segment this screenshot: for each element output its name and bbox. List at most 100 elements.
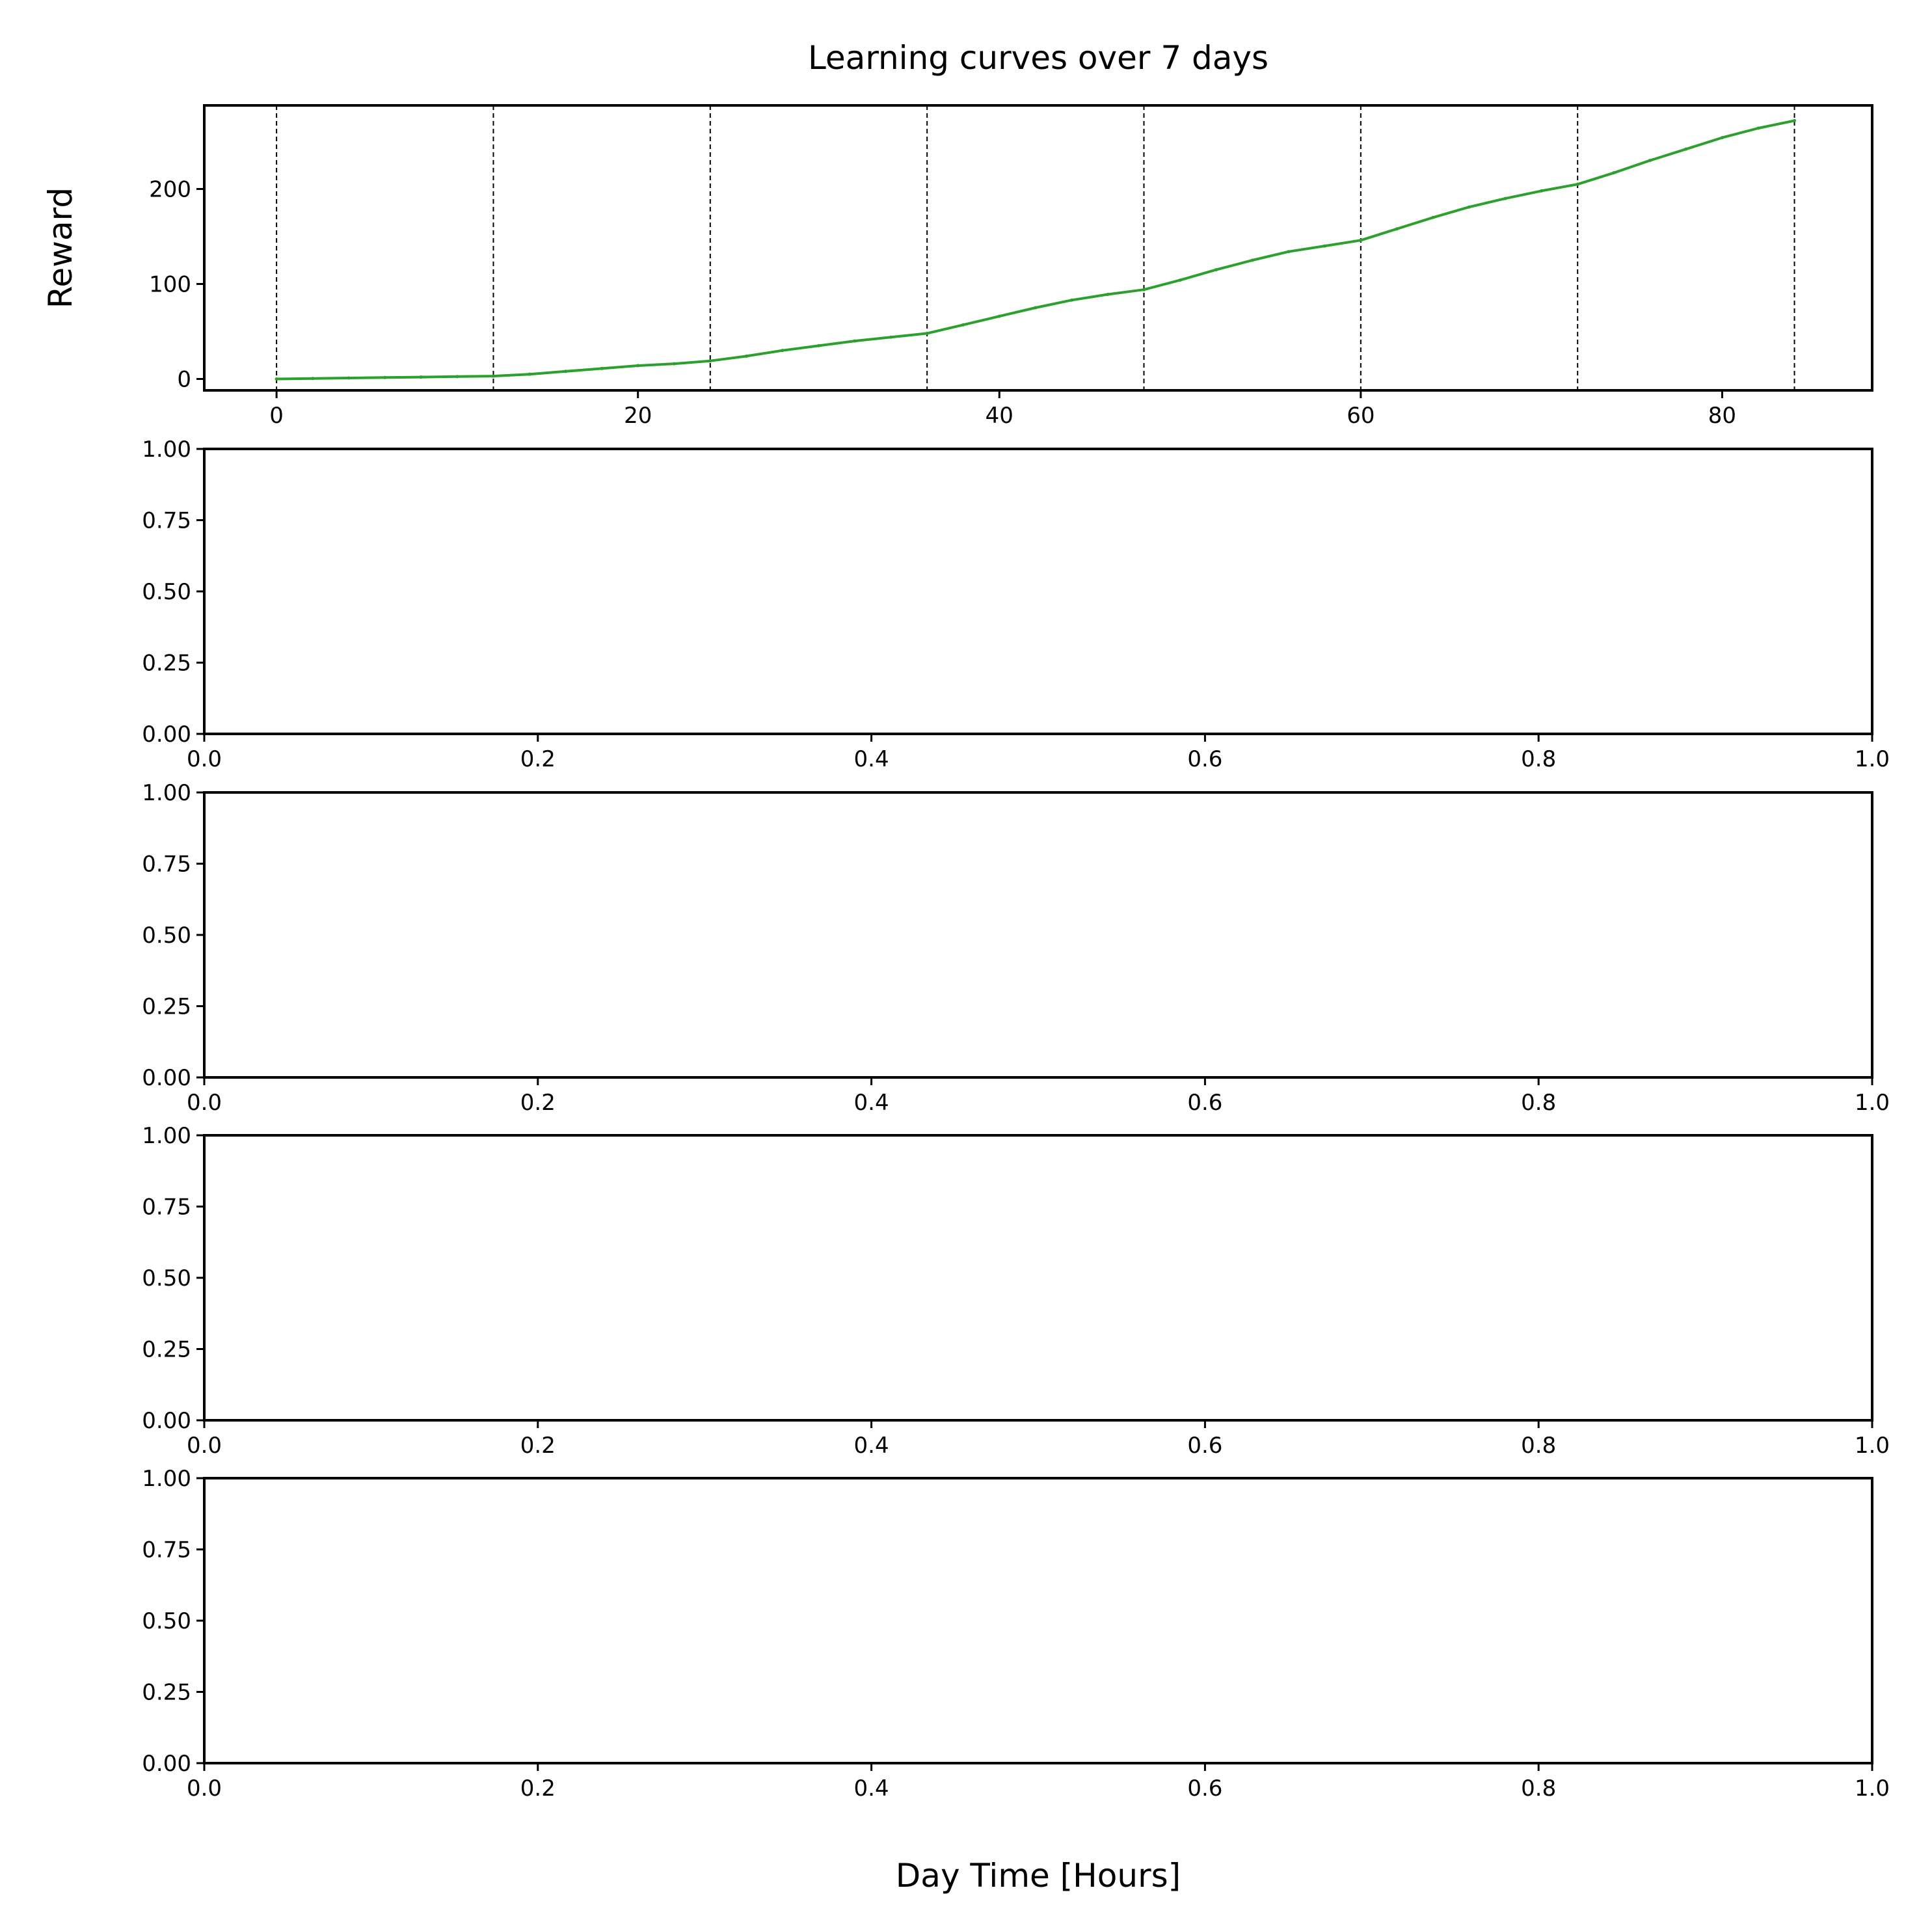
data-point bbox=[889, 335, 893, 339]
x-tick-label: 20 bbox=[624, 403, 652, 429]
x-tick-label: 0.8 bbox=[1521, 1090, 1556, 1116]
data-point bbox=[1069, 298, 1073, 302]
data-point bbox=[1142, 288, 1146, 291]
data-point bbox=[961, 323, 965, 327]
data-point bbox=[1503, 196, 1507, 200]
data-point bbox=[708, 359, 712, 363]
x-tick-label: 0.2 bbox=[520, 746, 556, 772]
x-tick-label: 0.8 bbox=[1521, 746, 1556, 772]
x-tick-label: 0.4 bbox=[854, 1090, 889, 1116]
data-point bbox=[1431, 215, 1435, 219]
data-point bbox=[311, 377, 315, 381]
data-point bbox=[383, 375, 387, 379]
data-point bbox=[1793, 118, 1797, 122]
data-point bbox=[1322, 244, 1326, 248]
data-point bbox=[853, 339, 857, 343]
y-tick-label: 0.50 bbox=[142, 1265, 191, 1291]
x-tick-label: 0.4 bbox=[854, 1776, 889, 1802]
panels: 0 100 200 0 20 40 60 80 Reward 0.00 0.25 0.50 0.75 1.… bbox=[42, 104, 1890, 1802]
y-tick-label: 200 bbox=[149, 176, 191, 202]
data-point bbox=[1756, 126, 1760, 130]
x-tick-label: 0.0 bbox=[187, 1433, 222, 1459]
x-tick-label: 0.6 bbox=[1187, 746, 1222, 772]
data-point bbox=[455, 375, 459, 379]
data-point bbox=[1720, 136, 1724, 140]
x-tick-label: 0.4 bbox=[854, 1433, 889, 1459]
y-tick-label: 0.50 bbox=[142, 1608, 191, 1634]
axes-frame bbox=[203, 791, 1873, 1079]
data-point bbox=[997, 314, 1001, 318]
y-tick-label: 0.75 bbox=[142, 508, 191, 534]
y-tick-label: 0.75 bbox=[142, 1537, 191, 1563]
data-point bbox=[347, 376, 351, 380]
axes-frame bbox=[203, 1477, 1873, 1764]
x-tick-label: 60 bbox=[1347, 403, 1375, 429]
y-tick-label: 0.25 bbox=[142, 651, 191, 677]
y-tick-label: 1.00 bbox=[142, 780, 191, 806]
data-point bbox=[1395, 227, 1399, 231]
y-tick-label: 0.25 bbox=[142, 1337, 191, 1363]
figure-title: Learning curves over 7 days bbox=[808, 39, 1268, 77]
x-tick-label: 1.0 bbox=[1855, 1776, 1890, 1802]
x-tick-label: 0.2 bbox=[520, 1090, 556, 1116]
data-point bbox=[1684, 147, 1688, 151]
axes-frame bbox=[203, 104, 1873, 392]
y-tick-label: 1.00 bbox=[142, 1466, 191, 1492]
x-tick-label: 0.6 bbox=[1187, 1776, 1222, 1802]
y-tick-label: 0.00 bbox=[142, 722, 191, 748]
data-point bbox=[1250, 258, 1254, 262]
y-tick-label: 0.00 bbox=[142, 1751, 191, 1777]
data-point bbox=[816, 344, 820, 347]
data-point bbox=[1540, 189, 1544, 193]
data-point bbox=[491, 374, 495, 378]
x-tick-label: 0.4 bbox=[854, 746, 889, 772]
y-tick-label: 0.75 bbox=[142, 852, 191, 878]
data-point bbox=[1214, 268, 1218, 272]
x-tick-label: 0.0 bbox=[187, 1776, 222, 1802]
y-tick-label: 0.25 bbox=[142, 994, 191, 1020]
subplot-2: 0.00 0.25 0.50 0.75 1.00 0.0 0.2 0.4 0.6 0.8 1.0 bbox=[142, 437, 1890, 772]
x-tick-label: 0.6 bbox=[1187, 1090, 1222, 1116]
data-point bbox=[419, 375, 423, 379]
x-tick-label: 0.2 bbox=[520, 1776, 556, 1802]
x-tick-label: 0 bbox=[269, 403, 284, 429]
figure-xlabel: Day Time [Hours] bbox=[896, 1857, 1181, 1895]
data-point bbox=[744, 354, 748, 358]
y-tick-label: 0.50 bbox=[142, 579, 191, 605]
x-tick-label: 0.6 bbox=[1187, 1433, 1222, 1459]
x-tick-label: 1.0 bbox=[1855, 1090, 1890, 1116]
data-point bbox=[925, 331, 929, 335]
x-tick-label: 0.8 bbox=[1521, 1776, 1556, 1802]
x-tick-label: 0.0 bbox=[187, 746, 222, 772]
data-point bbox=[275, 377, 278, 381]
y-tick-label: 0.75 bbox=[142, 1195, 191, 1221]
subplot-5: 0.00 0.25 0.50 0.75 1.00 0.0 0.2 0.4 0.6 0.8 1.0 bbox=[142, 1466, 1890, 1802]
y-tick-label: 0.00 bbox=[142, 1408, 191, 1434]
data-point bbox=[1359, 238, 1363, 242]
y-tick-label: 0.50 bbox=[142, 923, 191, 949]
data-point bbox=[1612, 171, 1616, 175]
y-tick-label: 0.00 bbox=[142, 1065, 191, 1091]
data-point bbox=[636, 364, 640, 368]
y-tick-label: 0 bbox=[177, 366, 191, 392]
data-point bbox=[672, 362, 676, 366]
subplot-4: 0.00 0.25 0.50 0.75 1.00 0.0 0.2 0.4 0.6 0.8 1.0 bbox=[142, 1123, 1890, 1459]
x-tick-label: 80 bbox=[1708, 403, 1736, 429]
y-tick-label: 0.25 bbox=[142, 1680, 191, 1706]
data-point bbox=[1287, 250, 1291, 254]
data-point bbox=[564, 370, 568, 373]
data-point bbox=[528, 372, 531, 376]
data-point bbox=[781, 349, 785, 353]
data-point bbox=[1106, 293, 1110, 297]
data-point bbox=[1468, 205, 1471, 209]
y-tick-label: 100 bbox=[149, 271, 191, 297]
x-tick-label: 1.0 bbox=[1855, 1433, 1890, 1459]
subplot-3: 0.00 0.25 0.50 0.75 1.00 0.0 0.2 0.4 0.6 0.8 1.0 bbox=[142, 780, 1890, 1116]
data-point bbox=[1576, 182, 1579, 186]
axes-frame bbox=[203, 1134, 1873, 1422]
x-tick-label: 40 bbox=[986, 403, 1013, 429]
axes-frame bbox=[203, 448, 1873, 735]
y-tick-label: 1.00 bbox=[142, 437, 191, 463]
